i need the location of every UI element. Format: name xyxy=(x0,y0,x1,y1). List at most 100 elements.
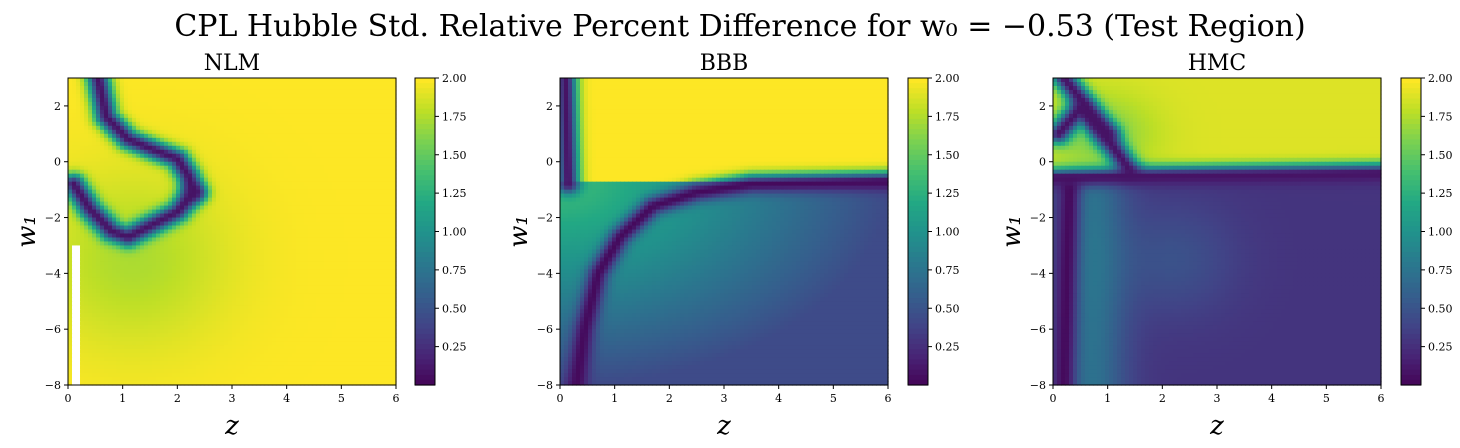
heatmap-cell xyxy=(104,190,109,195)
heatmap-cell xyxy=(308,277,313,282)
heatmap-cell xyxy=(108,118,113,123)
heatmap-cell xyxy=(224,285,229,290)
heatmap-cell xyxy=(196,82,201,87)
heatmap-cell xyxy=(232,166,237,171)
heatmap-cell xyxy=(180,257,185,262)
heatmap-cell xyxy=(176,265,181,270)
heatmap-cell xyxy=(172,98,177,103)
heatmap-cell xyxy=(352,178,357,183)
heatmap-cell xyxy=(320,98,325,103)
heatmap-cell xyxy=(332,110,337,115)
heatmap-cell xyxy=(360,98,365,103)
heatmap-cell xyxy=(136,182,141,187)
heatmap-cell xyxy=(132,218,137,223)
heatmap-cell xyxy=(204,206,209,211)
heatmap-cell xyxy=(200,277,205,282)
heatmap-cell xyxy=(184,174,189,179)
heatmap-cell xyxy=(104,122,109,127)
heatmap-cell xyxy=(288,158,293,163)
heatmap-cell xyxy=(176,118,181,123)
heatmap-cell xyxy=(100,226,105,231)
heatmap-cell xyxy=(180,297,185,302)
heatmap-cell xyxy=(212,269,217,274)
heatmap-cell xyxy=(328,249,333,254)
heatmap-cell xyxy=(172,170,177,175)
heatmap-cell xyxy=(76,90,81,95)
heatmap-cell xyxy=(332,253,337,258)
heatmap-cell xyxy=(360,210,365,215)
heatmap-cell xyxy=(120,281,125,286)
heatmap-cell xyxy=(272,110,277,115)
heatmap-cell xyxy=(180,178,185,183)
heatmap-cell xyxy=(68,230,73,235)
heatmap-cell xyxy=(280,226,285,231)
heatmap-cell xyxy=(156,174,161,179)
heatmap-cell xyxy=(384,90,389,95)
heatmap-cell xyxy=(276,86,281,91)
heatmap-cell xyxy=(300,313,305,318)
heatmap-cell xyxy=(112,110,117,115)
heatmap-cell xyxy=(120,273,125,278)
heatmap-cell xyxy=(328,289,333,294)
heatmap-cell xyxy=(84,281,89,286)
heatmap-cell xyxy=(348,297,353,302)
heatmap-cell xyxy=(212,237,217,242)
heatmap-cell xyxy=(180,122,185,127)
heatmap-cell xyxy=(232,222,237,227)
heatmap-cell xyxy=(380,158,385,163)
heatmap-cell xyxy=(240,114,245,119)
heatmap-cell xyxy=(140,281,145,286)
heatmap-cell xyxy=(332,198,337,203)
heatmap-cell xyxy=(252,154,257,159)
heatmap-cell xyxy=(156,233,161,238)
heatmap-cell xyxy=(176,146,181,151)
heatmap-cell xyxy=(332,293,337,298)
heatmap-cell xyxy=(164,198,169,203)
heatmap-cell xyxy=(124,126,129,131)
heatmap-cell xyxy=(196,210,201,215)
heatmap-cell xyxy=(176,102,181,107)
heatmap-cell xyxy=(220,158,225,163)
heatmap-cell xyxy=(116,285,121,290)
heatmap-cell xyxy=(376,245,381,250)
heatmap-cell xyxy=(252,190,257,195)
heatmap-cell xyxy=(284,289,289,294)
heatmap-cell xyxy=(212,94,217,99)
heatmap-cell xyxy=(128,166,133,171)
heatmap-cell xyxy=(376,150,381,155)
heatmap-cell xyxy=(324,233,329,238)
heatmap-cell xyxy=(84,265,89,270)
heatmap-cell xyxy=(216,98,221,103)
heatmap-cell xyxy=(288,154,293,159)
heatmap-cell xyxy=(384,309,389,314)
heatmap-cell xyxy=(284,317,289,322)
heatmap-cell xyxy=(228,142,233,147)
heatmap-cell xyxy=(116,198,121,203)
heatmap-cell xyxy=(104,94,109,99)
heatmap-cell xyxy=(240,293,245,298)
heatmap-cell xyxy=(368,78,373,83)
heatmap-cell xyxy=(168,214,173,219)
heatmap-cell xyxy=(332,273,337,278)
heatmap-cell xyxy=(376,90,381,95)
heatmap-cell xyxy=(316,102,321,107)
heatmap-cell xyxy=(168,257,173,262)
heatmap-cell xyxy=(184,249,189,254)
heatmap-cell xyxy=(132,226,137,231)
heatmap-cell xyxy=(300,210,305,215)
heatmap-cell xyxy=(220,202,225,207)
heatmap-cell xyxy=(228,313,233,318)
heatmap-cell xyxy=(80,122,85,127)
heatmap-cell xyxy=(144,261,149,266)
heatmap-cell xyxy=(232,82,237,87)
heatmap-cell xyxy=(184,233,189,238)
heatmap-cell xyxy=(276,162,281,167)
heatmap-cell xyxy=(164,82,169,87)
heatmap-cell xyxy=(236,202,241,207)
heatmap-cell xyxy=(312,106,317,111)
heatmap-cell xyxy=(104,309,109,314)
heatmap-cell xyxy=(136,114,141,119)
heatmap-cell xyxy=(284,230,289,235)
heatmap-cell xyxy=(208,118,213,123)
heatmap-cell xyxy=(200,126,205,131)
